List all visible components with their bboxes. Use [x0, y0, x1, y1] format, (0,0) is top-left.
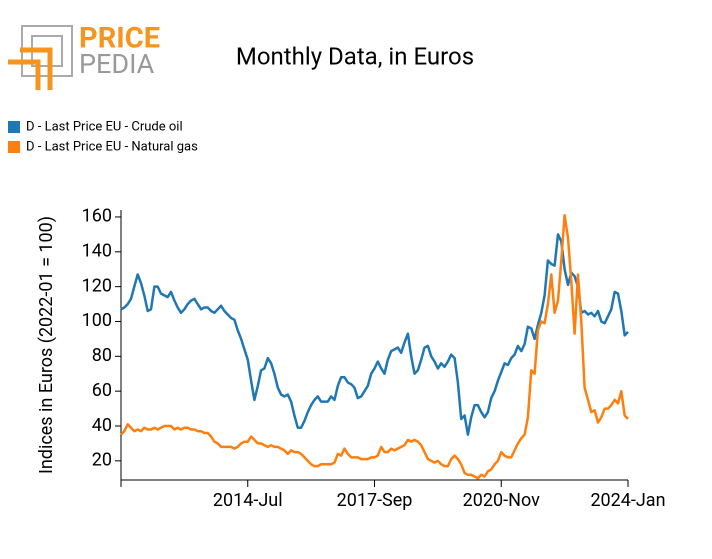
y-tick-label: 160	[82, 206, 112, 227]
y-tick-label: 60	[92, 380, 112, 401]
logo-bracket	[20, 47, 53, 90]
y-tick-label: 120	[82, 275, 112, 296]
y-axis-label: Indices in Euros (2022-01 = 100)	[36, 216, 57, 474]
legend-label: D - Last Price EU - Crude oil	[26, 119, 183, 134]
x-tick-label: 2020-Nov	[463, 490, 540, 511]
y-tick-label: 140	[82, 241, 112, 262]
legend-swatch	[8, 121, 20, 133]
line-series	[120, 233, 629, 436]
logo-text: PEDIA	[79, 48, 155, 80]
logo-text: PRICE	[79, 22, 160, 56]
x-tick-label: 2017-Sep	[337, 490, 413, 511]
legend-label: D - Last Price EU - Natural gas	[26, 139, 198, 154]
y-tick-label: 40	[92, 415, 112, 436]
y-tick-label: 100	[82, 310, 112, 331]
chart-title: Monthly Data, in Euros	[236, 42, 474, 70]
legend-swatch	[8, 141, 20, 153]
line-series	[120, 213, 629, 480]
x-tick-label: 2024-Jan	[590, 490, 665, 511]
logo-bracket	[8, 59, 41, 90]
y-tick-label: 80	[92, 345, 112, 366]
y-tick-label: 20	[92, 450, 112, 471]
x-tick-label: 2014-Jul	[213, 490, 283, 511]
logo-mark	[8, 25, 73, 90]
